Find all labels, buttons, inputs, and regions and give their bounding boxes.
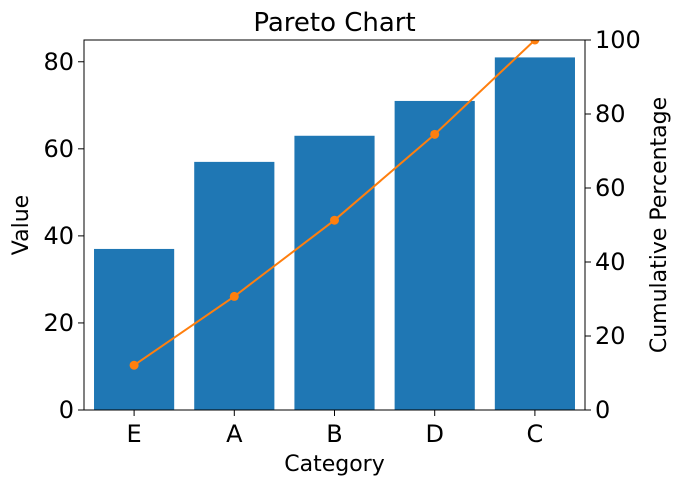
y2-tick-label: 40 xyxy=(595,248,626,276)
bar-E xyxy=(94,248,175,410)
cumulative-point-D xyxy=(430,129,440,139)
cumulative-point-E xyxy=(129,360,139,370)
x-tick-label-B: B xyxy=(326,420,342,448)
y2-tick-label: 20 xyxy=(595,322,626,350)
y2-axis-label: Cumulative Percentage xyxy=(647,97,672,353)
cumulative-point-B xyxy=(330,215,339,225)
x-axis-label: Category xyxy=(284,452,385,477)
x-tick-label-C: C xyxy=(527,420,544,448)
bar-A xyxy=(194,161,275,410)
y-tick-label: 20 xyxy=(43,309,74,337)
x-tick-label-E: E xyxy=(127,420,142,448)
y-tick-label: 0 xyxy=(59,396,74,424)
y-tick-label: 60 xyxy=(43,135,74,163)
bars-group xyxy=(94,57,575,411)
y2-tick-label: 60 xyxy=(595,174,626,202)
y-tick-label: 80 xyxy=(43,48,74,76)
bar-B xyxy=(294,135,375,410)
y-axis-label: Value xyxy=(9,195,34,255)
y2-tick-label: 80 xyxy=(595,100,626,128)
y2-tick-label: 0 xyxy=(595,396,610,424)
x-tick-label-D: D xyxy=(425,420,443,448)
x-tick-label-A: A xyxy=(226,420,243,448)
axes-group: 0 20 40 60 80 0 20 40 60 80 100 E A B D C xyxy=(43,26,640,448)
cumulative-point-C xyxy=(530,40,540,45)
cumulative-line-group xyxy=(129,40,540,370)
y-tick-label: 40 xyxy=(43,222,74,250)
bar-C xyxy=(494,57,575,410)
y2-tick-label: 100 xyxy=(595,26,641,54)
bar-D xyxy=(394,100,475,411)
cumulative-point-A xyxy=(229,291,239,301)
chart-title: Pareto Chart xyxy=(253,8,415,38)
